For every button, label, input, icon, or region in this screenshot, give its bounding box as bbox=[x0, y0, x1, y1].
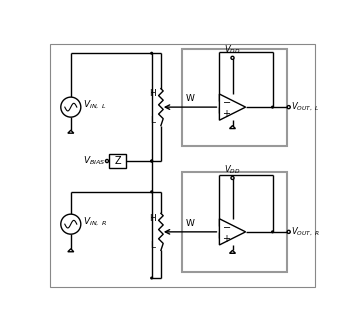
Bar bbox=[109, 154, 126, 168]
Circle shape bbox=[150, 277, 153, 279]
Polygon shape bbox=[219, 219, 246, 245]
Text: H: H bbox=[149, 90, 156, 98]
Text: $V_{BIAS}$: $V_{BIAS}$ bbox=[83, 155, 105, 167]
Text: $V_{DD}$: $V_{DD}$ bbox=[224, 43, 241, 55]
Text: $V_{OUT,\ L}$: $V_{OUT,\ L}$ bbox=[291, 101, 319, 113]
Circle shape bbox=[271, 230, 274, 234]
Text: H: H bbox=[149, 214, 156, 223]
Text: $-$: $-$ bbox=[222, 221, 232, 231]
Text: $+$: $+$ bbox=[222, 108, 231, 119]
Text: L: L bbox=[151, 240, 156, 250]
Text: $V_{OUT,\ R}$: $V_{OUT,\ R}$ bbox=[291, 226, 320, 238]
Circle shape bbox=[287, 230, 290, 234]
Circle shape bbox=[287, 106, 290, 109]
Text: W: W bbox=[186, 219, 195, 228]
Circle shape bbox=[105, 159, 109, 163]
Circle shape bbox=[61, 214, 81, 234]
Circle shape bbox=[231, 56, 234, 59]
Text: $V_{IN,\ L}$: $V_{IN,\ L}$ bbox=[83, 99, 106, 111]
Circle shape bbox=[271, 106, 274, 109]
Text: Z: Z bbox=[115, 156, 121, 166]
Circle shape bbox=[150, 159, 153, 163]
Text: $V_{DD}$: $V_{DD}$ bbox=[224, 163, 241, 176]
Text: L: L bbox=[151, 116, 156, 125]
Circle shape bbox=[150, 52, 153, 55]
Polygon shape bbox=[68, 249, 74, 252]
Text: $V_{IN,\ R}$: $V_{IN,\ R}$ bbox=[83, 216, 107, 228]
Bar bbox=[182, 172, 287, 272]
Circle shape bbox=[61, 97, 81, 117]
Text: $+$: $+$ bbox=[222, 233, 231, 243]
Text: $-$: $-$ bbox=[222, 96, 232, 106]
Polygon shape bbox=[219, 94, 246, 120]
Polygon shape bbox=[68, 130, 74, 133]
Circle shape bbox=[231, 176, 234, 179]
Text: W: W bbox=[186, 94, 195, 103]
Circle shape bbox=[150, 190, 153, 194]
Bar bbox=[182, 49, 287, 146]
Polygon shape bbox=[230, 126, 235, 129]
Circle shape bbox=[150, 159, 153, 163]
Polygon shape bbox=[230, 250, 235, 253]
